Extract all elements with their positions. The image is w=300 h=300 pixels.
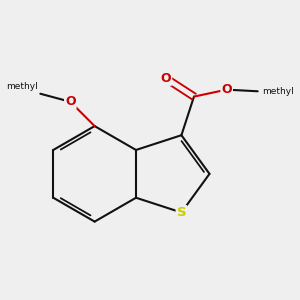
Text: O: O	[65, 95, 76, 108]
Text: O: O	[221, 83, 232, 96]
Text: methyl: methyl	[262, 87, 294, 96]
Text: methyl: methyl	[6, 82, 38, 91]
Text: S: S	[177, 206, 186, 219]
Text: O: O	[160, 72, 171, 85]
